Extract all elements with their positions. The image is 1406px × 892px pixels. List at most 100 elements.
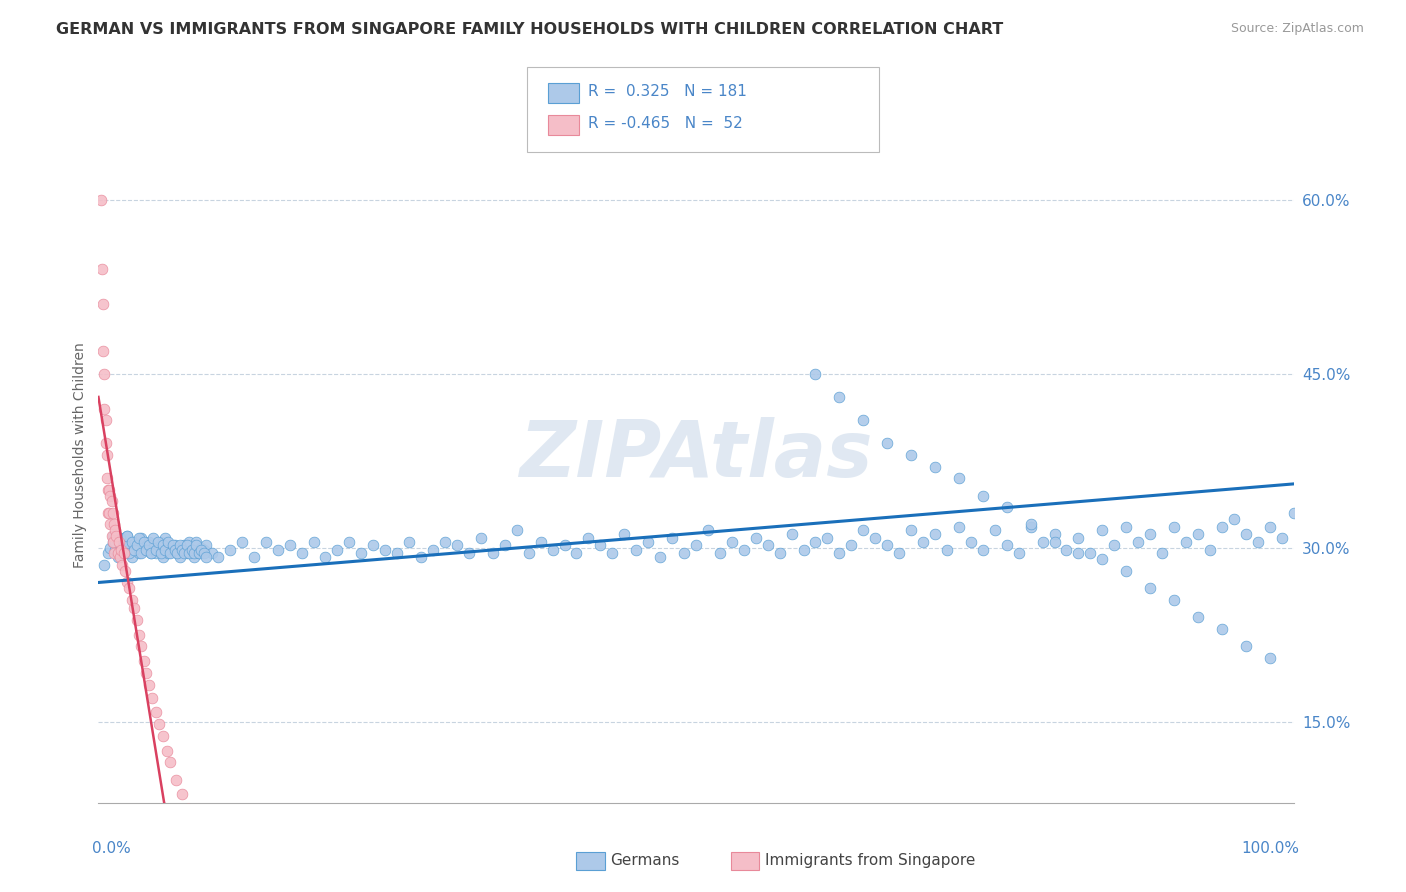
Point (125, 613, 148, 627)
Point (458, 546, 481, 561)
Point (152, 538, 174, 552)
Point (494, 538, 516, 552)
Point (188, 830, 211, 845)
Point (101, 535, 124, 549)
Point (103, 517, 125, 532)
Point (1211, 520, 1233, 534)
Point (411, 549, 433, 564)
Point (876, 538, 898, 552)
Point (121, 549, 143, 564)
Point (169, 538, 191, 552)
Point (101, 506, 124, 520)
Point (589, 538, 612, 552)
Point (481, 546, 505, 561)
Point (302, 535, 325, 549)
Point (201, 546, 224, 561)
Point (935, 543, 957, 558)
Point (124, 601, 146, 615)
Point (1246, 535, 1268, 549)
Point (173, 546, 195, 561)
Point (1187, 526, 1209, 541)
Point (155, 543, 177, 558)
Point (852, 413, 875, 427)
Point (166, 546, 188, 561)
Point (1258, 520, 1281, 534)
Point (177, 802, 200, 815)
Point (768, 546, 790, 561)
Point (1019, 520, 1042, 534)
Point (1139, 526, 1161, 541)
Point (141, 691, 163, 706)
Point (186, 535, 208, 549)
Point (100, 494, 122, 508)
Point (828, 546, 851, 561)
Point (506, 523, 529, 537)
Point (179, 546, 201, 561)
Point (900, 523, 922, 537)
Point (924, 459, 946, 474)
Point (145, 706, 167, 720)
Point (100, 529, 122, 543)
Point (863, 532, 886, 546)
Point (315, 549, 337, 564)
Point (112, 546, 135, 561)
Text: ZIPAtlas: ZIPAtlas (519, 417, 873, 493)
Point (101, 529, 124, 543)
Point (149, 535, 172, 549)
Point (290, 546, 312, 561)
Point (193, 543, 215, 558)
Point (470, 532, 492, 546)
Point (995, 538, 1018, 552)
Point (103, 546, 125, 561)
Point (138, 538, 160, 552)
Point (139, 546, 162, 561)
Point (350, 546, 373, 561)
Point (190, 541, 212, 555)
Point (104, 543, 127, 558)
Point (128, 628, 150, 642)
Point (648, 549, 672, 564)
Point (94, 436, 117, 450)
Point (104, 535, 127, 549)
Point (107, 546, 129, 561)
Point (125, 538, 148, 552)
Point (155, 532, 177, 546)
Point (148, 535, 170, 549)
Point (156, 546, 179, 561)
Point (96, 448, 118, 462)
Point (529, 535, 551, 549)
Point (97, 506, 120, 520)
Point (1282, 506, 1305, 520)
Point (176, 538, 198, 552)
Point (135, 543, 157, 558)
Point (125, 541, 148, 555)
Point (661, 532, 683, 546)
Point (1198, 543, 1220, 558)
Point (132, 538, 155, 552)
Point (709, 546, 731, 561)
Point (1007, 546, 1029, 561)
Point (697, 523, 720, 537)
Point (1139, 582, 1161, 596)
Point (1115, 520, 1137, 534)
Point (111, 538, 134, 552)
Text: R =  0.325   N = 181: R = 0.325 N = 181 (588, 85, 747, 99)
Point (163, 543, 186, 558)
Point (804, 535, 827, 549)
Text: R = -0.465   N =  52: R = -0.465 N = 52 (588, 117, 742, 131)
Point (114, 546, 136, 561)
Point (876, 436, 898, 450)
Point (138, 677, 160, 691)
Point (1115, 564, 1137, 578)
Point (98, 517, 122, 532)
Point (135, 543, 157, 558)
Point (115, 529, 138, 543)
Point (91, 262, 114, 277)
Point (142, 532, 165, 546)
Point (374, 543, 396, 558)
Point (152, 729, 174, 743)
Point (972, 489, 994, 503)
Point (128, 532, 150, 546)
Point (93, 558, 115, 573)
Point (613, 526, 636, 541)
